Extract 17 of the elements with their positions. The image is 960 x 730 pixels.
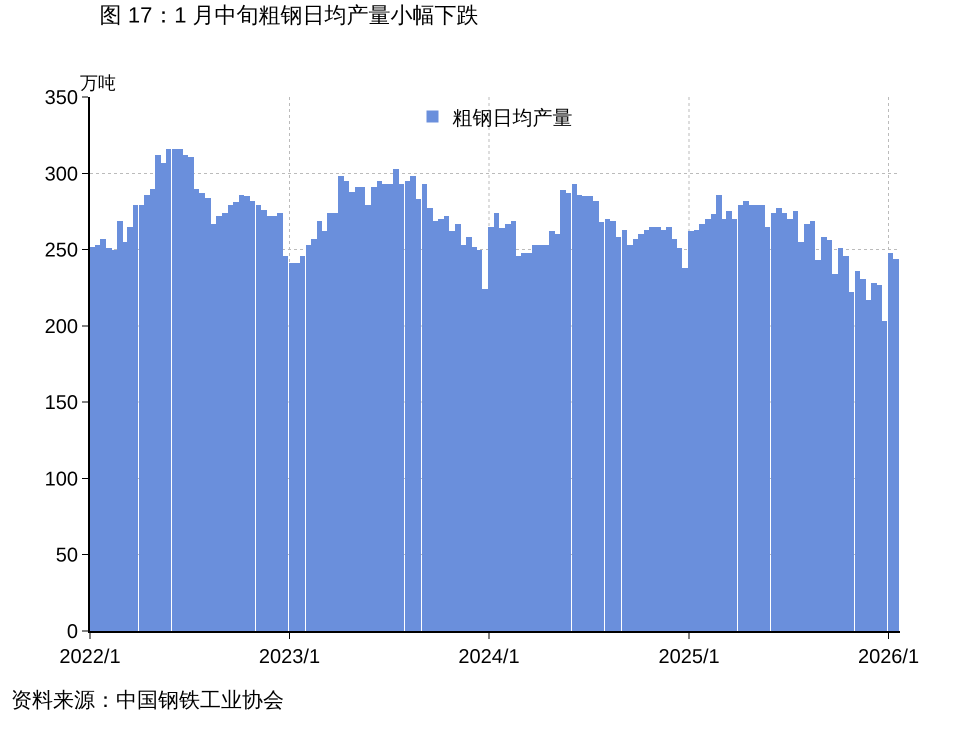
legend-label: 粗钢日均产量 xyxy=(452,107,572,130)
chart-title: 图 17：1 月中旬粗钢日均产量小幅下跌 xyxy=(100,2,479,28)
x-tick-label: 2025/1 xyxy=(658,646,720,668)
y-tick-label: 0 xyxy=(66,621,78,643)
y-tick-label: 50 xyxy=(56,544,78,567)
x-tick-label: 2022/1 xyxy=(59,646,121,668)
y-tick-label: 300 xyxy=(44,163,78,186)
x-tick-label: 2023/1 xyxy=(258,646,320,668)
y-tick-label: 100 xyxy=(44,468,78,490)
y-tick-label: 250 xyxy=(44,240,78,262)
text: 资料来源：中国钢铁工业协会 xyxy=(11,689,284,712)
x-tick-label: 2024/1 xyxy=(458,646,520,668)
y-tick-label: 200 xyxy=(44,316,78,338)
y-tick-label: 150 xyxy=(44,392,78,414)
y-tick-label: 350 xyxy=(44,87,78,109)
x-tick-label: 2026/1 xyxy=(858,646,920,668)
y-axis-title: 万吨 xyxy=(80,73,116,93)
